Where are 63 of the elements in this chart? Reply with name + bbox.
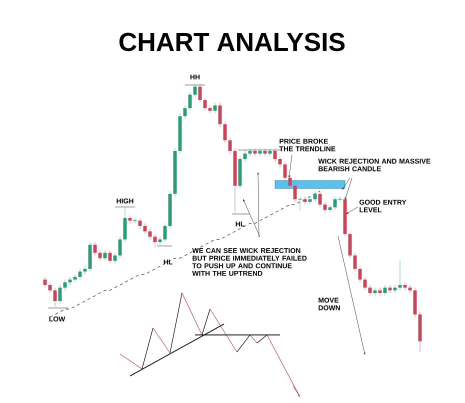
candlestick (153, 234, 157, 248)
candlestick (108, 250, 112, 264)
candlestick (228, 137, 232, 154)
candlestick (348, 231, 352, 258)
candlestick (253, 148, 257, 157)
candlestick (43, 276, 47, 288)
candlestick (198, 84, 202, 103)
candlestick (393, 284, 397, 294)
candlestick (223, 121, 227, 144)
candlestick (313, 190, 317, 202)
candlestick (243, 150, 247, 162)
candlestick (268, 148, 272, 157)
candlestick (323, 202, 327, 213)
candlestick (318, 190, 322, 208)
candlestick (353, 252, 357, 272)
candlestick (58, 284, 62, 304)
candlestick (103, 250, 107, 262)
candlestick (278, 156, 282, 168)
candlestick (248, 148, 252, 157)
candlestick (208, 105, 212, 114)
candlestick (263, 148, 267, 157)
candlestick (273, 148, 277, 162)
candlestick (213, 102, 217, 114)
candlestick (193, 84, 197, 98)
candlestick (303, 196, 307, 205)
candlestick (73, 274, 77, 283)
candlestick (388, 284, 392, 294)
candlestick (163, 223, 167, 242)
candlestick (218, 102, 222, 128)
candlestick (148, 228, 152, 240)
candlestick (83, 266, 87, 275)
candlestick (368, 284, 372, 296)
candlestick (358, 266, 362, 283)
candlestick (128, 215, 132, 224)
candlestick (118, 236, 122, 258)
candlestick (93, 242, 97, 256)
candlestick (78, 268, 82, 280)
candlestick (398, 260, 402, 291)
candlestick (113, 252, 117, 264)
candlestick (283, 161, 287, 181)
candlestick (158, 236, 162, 246)
candlestick (403, 282, 407, 291)
candlestick (308, 196, 312, 205)
candlestick (53, 287, 57, 307)
candlestick (383, 284, 387, 296)
candlestick (293, 182, 297, 202)
candlestick (258, 148, 262, 157)
candlestick (363, 276, 367, 291)
candlestick (188, 92, 192, 112)
candlestick (378, 287, 382, 296)
candlestick (328, 204, 332, 213)
candlestick (68, 276, 72, 286)
candlestick (408, 284, 412, 294)
candlestick (183, 105, 187, 120)
candlestick (203, 97, 207, 112)
chart-title: CHART ANALYSIS (119, 32, 345, 52)
candlestick (138, 218, 142, 229)
candlestick (98, 250, 102, 262)
candlestick (48, 282, 52, 294)
candlestick (143, 223, 147, 234)
candlestick (123, 207, 127, 242)
candlestick (373, 287, 377, 296)
candlestick (63, 279, 67, 291)
